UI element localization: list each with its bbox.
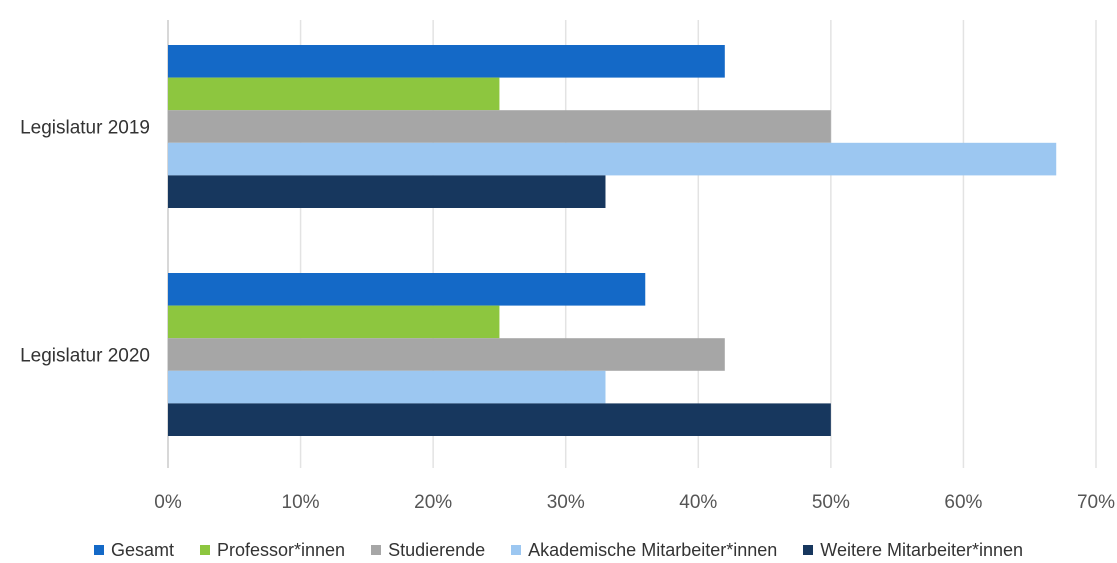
legend-swatch [511,545,522,555]
legend-swatch [371,545,382,555]
x-tick-label: 20% [414,492,452,513]
bar-0-2 [168,110,831,143]
legend-item: Gesamt [93,539,174,561]
legend-label: Gesamt [110,539,174,560]
category-label: Legislatur 2019 [20,118,150,139]
bars-area [168,45,1057,436]
bar-chart: Legislatur 2019 Legislatur 2020 0% 10% 20% 3… [20,20,1115,513]
legend-label: Akademische Mitarbeiter*innen [528,539,778,560]
bar-0-0 [168,45,725,78]
bar-0-4 [168,175,606,208]
bar-1-2 [168,338,725,371]
bar-1-0 [168,273,646,306]
bar-1-1 [168,305,500,339]
category-labels: Legislatur 2019 Legislatur 2020 [20,118,150,367]
legend-item: Akademische Mitarbeiter*innen [511,540,777,561]
legend-item: Studierende [371,540,485,561]
bar-1-4 [168,403,831,436]
x-tick-label: 10% [282,492,320,513]
category-label: Legislatur 2020 [20,346,150,367]
x-tick-label: 0% [154,492,182,513]
legend-swatch [93,545,104,555]
legend-label: Weitere Mitarbeiter*innen [820,539,1024,560]
x-tick-label: 30% [547,492,585,513]
legend-swatch [199,545,210,555]
legend-label: Professor*innen [216,539,346,560]
legend-item: Professor*innen [199,539,346,561]
legend-label: Studierende [388,539,486,560]
bar-0-3 [168,142,1057,176]
x-tick-label: 70% [1077,492,1115,513]
x-tick-label: 60% [944,492,982,513]
x-axis-ticks: 0% 10% 20% 30% 40% 50% 60% 70% [154,492,1115,513]
legend-item: Weitere Mitarbeiter*innen [803,540,1023,561]
bar-1-3 [168,370,606,404]
x-tick-label: 40% [679,492,717,513]
legend-swatch [803,545,814,555]
legend: Gesamt Professor*innen Studierende Akademis… [0,538,1117,562]
bar-0-1 [168,77,500,111]
x-tick-label: 50% [812,492,850,513]
